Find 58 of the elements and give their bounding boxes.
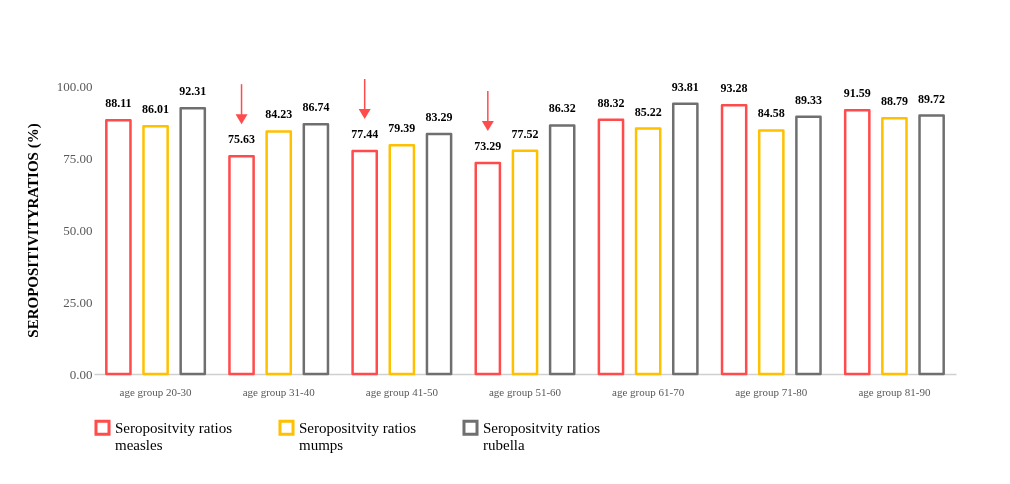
bar — [142, 125, 169, 376]
y-axis-title: SEROPOSITIVITYRATIOS (%) — [24, 123, 42, 338]
bar — [671, 102, 699, 376]
bar — [474, 161, 502, 376]
bar — [843, 108, 871, 376]
bar — [548, 124, 576, 376]
data-label: 86.74 — [302, 100, 330, 115]
data-label: 88.11 — [105, 96, 132, 111]
data-label: 88.79 — [880, 94, 908, 109]
bar — [302, 122, 330, 376]
x-tick-label: age group 81-90 — [858, 385, 931, 398]
bar — [720, 104, 748, 376]
bar — [425, 132, 453, 376]
legend-label: Seropositvity ratios mumps — [299, 419, 417, 453]
data-label: 83.29 — [425, 110, 453, 125]
bar — [105, 118, 132, 376]
bar — [881, 117, 908, 376]
x-tick-label: age group 71-80 — [735, 385, 808, 398]
data-label: 77.44 — [351, 126, 379, 141]
data-label: 93.28 — [720, 81, 748, 96]
bar — [265, 130, 293, 376]
x-tick-label: age group 41-50 — [365, 385, 439, 398]
bar — [388, 144, 416, 376]
data-label: 88.32 — [597, 95, 625, 110]
bar — [511, 149, 539, 376]
y-tick-label: 0.00 — [69, 366, 93, 382]
data-label: 93.81 — [671, 79, 699, 94]
y-tick-label: 100.00 — [56, 78, 93, 94]
data-label: 91.59 — [843, 86, 871, 101]
bar — [597, 118, 625, 376]
data-label: 85.22 — [634, 104, 662, 119]
y-tick-label: 25.00 — [63, 294, 93, 310]
bar — [795, 115, 822, 376]
x-tick-label: age group 20-30 — [119, 385, 193, 398]
bar — [918, 114, 945, 376]
data-label: 77.52 — [511, 126, 539, 141]
data-label: 92.31 — [179, 84, 207, 99]
x-tick-label: age group 31-40 — [242, 385, 316, 398]
legend-label: Seropositvity ratios rubella — [483, 419, 601, 453]
bar — [179, 106, 207, 376]
data-label: 84.23 — [265, 107, 293, 122]
data-label: 75.63 — [228, 132, 256, 147]
data-label: 79.39 — [388, 121, 416, 136]
bar — [351, 149, 379, 376]
y-tick-label: 50.00 — [63, 222, 93, 238]
data-label: 73.29 — [474, 138, 502, 153]
x-tick-label: age group 51-60 — [488, 385, 562, 398]
data-label: 86.01 — [142, 102, 170, 117]
data-label: 89.33 — [794, 92, 822, 107]
legend-label: Seropositvity ratios measles — [115, 419, 233, 453]
data-label: 89.72 — [918, 91, 946, 106]
data-label: 84.58 — [757, 106, 785, 121]
data-label: 86.32 — [548, 101, 576, 116]
y-tick-label: 75.00 — [63, 150, 93, 166]
x-tick-label: age group 61-70 — [612, 385, 685, 398]
bar — [634, 127, 662, 376]
bar — [228, 154, 255, 376]
bar — [757, 129, 785, 376]
